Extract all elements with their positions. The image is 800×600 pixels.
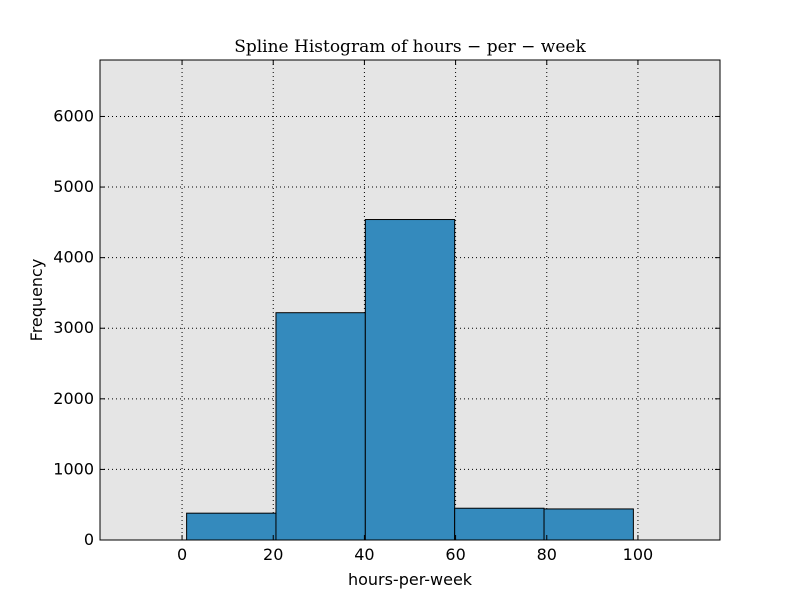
y-axis-label: Frequency [27,259,46,342]
y-tick-label: 1000 [53,459,94,478]
x-tick-label: 0 [177,545,187,564]
histogram-bar-1 [186,512,277,541]
x-tick-label: 20 [263,545,283,564]
x-tick-label: 60 [445,545,465,564]
x-tick-label: 80 [537,545,557,564]
plot-frame [99,59,721,541]
histogram-bar-3 [364,219,456,541]
y-tick-label: 2000 [53,389,94,408]
y-tick-label: 0 [84,530,94,549]
x-axis-label: hours-per-week [348,570,473,589]
y-tick-label: 3000 [53,318,94,337]
histogram-bar-2 [275,312,366,541]
chart-title: Spline Histogram of hours − per − week [234,37,586,57]
bars [186,219,634,541]
x-tick-label: 100 [623,545,654,564]
histogram-bar-5 [543,508,634,541]
x-tick-label: 40 [354,545,374,564]
y-tick-label: 6000 [53,106,94,125]
histogram-bar-4 [454,507,545,541]
y-tick-label: 4000 [53,248,94,267]
y-tick-label: 5000 [53,177,94,196]
